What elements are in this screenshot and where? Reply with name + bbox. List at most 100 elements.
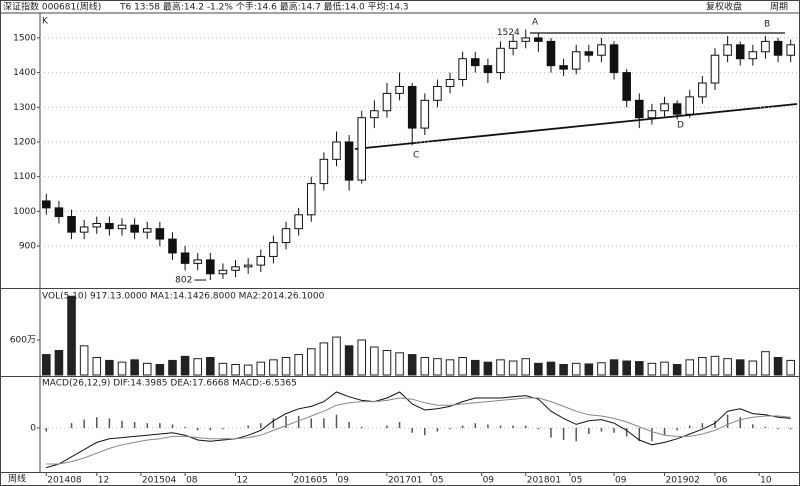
volume-bar [571, 362, 581, 376]
candle-body [105, 222, 114, 230]
candle-body [269, 242, 278, 257]
x-tick-label: 201801 [527, 476, 561, 486]
volume-bar [761, 351, 770, 376]
y-label: K [42, 17, 49, 27]
x-tick-label: 201504 [142, 476, 177, 486]
candle-body [584, 51, 594, 56]
candle-body [735, 44, 745, 60]
volume-bar [685, 359, 695, 376]
candle-body [67, 216, 76, 233]
volume-bar [370, 346, 379, 376]
x-tick-label: 201701 [388, 476, 422, 486]
volume-bar [508, 360, 518, 376]
volume-bar [142, 362, 152, 376]
candle-body [168, 238, 177, 254]
volume-bar [306, 348, 316, 376]
annotation: A [532, 18, 539, 28]
candle-body [142, 228, 152, 233]
y-tick-label: 1500 [13, 33, 36, 43]
corner-label: 复权收盘 [706, 1, 742, 13]
annotation: D [677, 121, 684, 131]
x-tick-label: 10 [760, 476, 772, 486]
candle-body [559, 65, 568, 70]
volume-bar [67, 295, 76, 376]
volume-bar [243, 364, 253, 376]
candle-body [786, 44, 795, 56]
annotation: 1524 [497, 28, 520, 38]
volume-bar [92, 356, 102, 376]
volume-bar [660, 361, 669, 376]
volume-bar [584, 363, 594, 376]
volume-bar [269, 359, 278, 376]
candle-body [243, 264, 253, 268]
candle-body [54, 207, 64, 218]
volume-bar [218, 362, 228, 376]
candle-body [319, 158, 329, 185]
volume-bar [395, 352, 404, 376]
candle-body [370, 110, 379, 119]
volume-bar [698, 356, 707, 376]
candle-body [395, 85, 404, 94]
volume-bar [117, 361, 127, 376]
volume-bar [445, 359, 455, 376]
candle-body [546, 40, 556, 67]
candle-body [256, 255, 266, 266]
candle-body [458, 58, 467, 81]
volume-bar [155, 363, 165, 376]
x-tick-label: 09 [483, 476, 495, 486]
volume-bar [773, 356, 783, 376]
x-tick-label: 05 [571, 476, 582, 486]
volume-bar [672, 363, 682, 376]
candle-body [382, 92, 392, 112]
volume-bar [231, 363, 240, 376]
candle-body [773, 40, 783, 56]
candle-body [761, 40, 770, 53]
annotation: C [413, 151, 419, 161]
volume-bar [546, 361, 556, 376]
volume-bar [130, 359, 139, 376]
x-tick-label: 09 [337, 476, 349, 486]
candle-body [117, 224, 127, 230]
annotation: B [764, 20, 770, 30]
y-tick-label: 1200 [13, 137, 36, 147]
candle-body [79, 226, 89, 233]
candle-body [609, 44, 619, 74]
candle-body [294, 214, 303, 230]
candle-body [698, 82, 707, 98]
y-tick-label: 1300 [13, 103, 36, 113]
x-tick-label: 06 [716, 476, 728, 486]
macd-line [46, 397, 791, 465]
y-tick-label: 600万 [10, 335, 36, 345]
x-label: 周线 [8, 473, 26, 485]
x-tick-label: 12 [237, 476, 248, 486]
chart-subtitle: T6 13:58 最高:14.2 -1.2% 个手:14.6 最高:14.7 最… [119, 1, 409, 13]
candle-body [42, 200, 51, 209]
volume-bar [193, 358, 202, 376]
candle-body [445, 79, 455, 87]
x-tick-label: 09 [615, 476, 627, 486]
candle-body [470, 58, 480, 67]
volume-title: VOL(5,10) 917.13.0000 MA1:14.1426.8000 M… [42, 292, 325, 302]
volume-bar [597, 362, 606, 376]
candle-body [332, 141, 341, 160]
volume-bar [534, 362, 543, 376]
candle-body [647, 110, 657, 119]
candle-body [660, 103, 669, 112]
volume-bar [42, 354, 51, 376]
candle-body [344, 141, 354, 181]
candle-body [193, 259, 202, 264]
y-tick-label: 1100 [13, 172, 36, 182]
volume-bar [332, 336, 341, 376]
candle-body [710, 54, 720, 84]
volume-bar [382, 349, 392, 376]
y-tick-label: 0 [30, 423, 36, 433]
x-tick-label: 08 [186, 476, 198, 486]
candle-body [508, 40, 518, 49]
candle-body [92, 222, 102, 228]
candle-body [218, 269, 228, 275]
volume-bar [105, 359, 114, 376]
candle-body [672, 103, 682, 115]
candle-body [407, 85, 417, 129]
volume-bar [496, 359, 505, 376]
